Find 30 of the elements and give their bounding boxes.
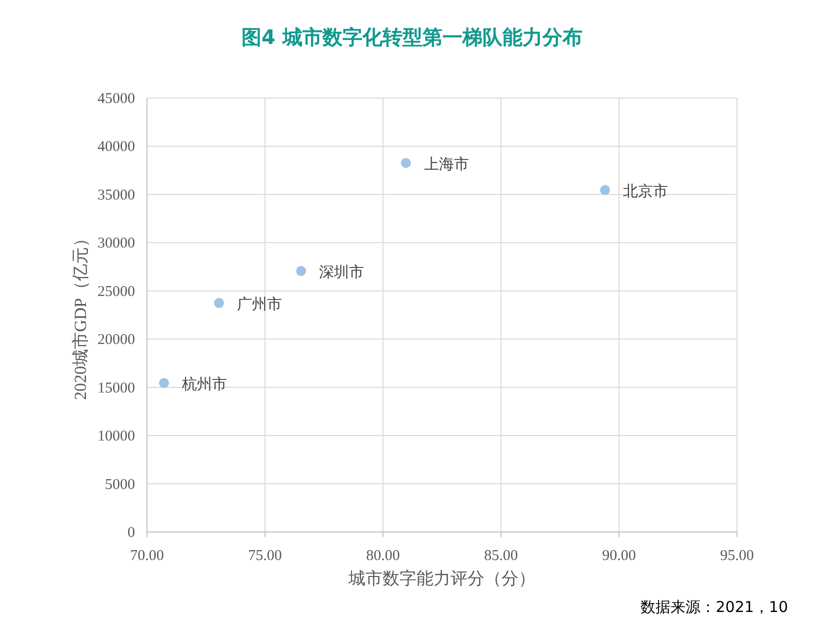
annotation: 杭州市 (180, 374, 227, 393)
y-tick-label: 0 (128, 525, 135, 541)
x-axis-title: 城市数字能力评分（分） (348, 569, 536, 588)
x-tick-label: 75.00 (248, 548, 282, 564)
chart-title: 图4 城市数字化转型第一梯队能力分布 (242, 25, 582, 49)
y-tick-label: 45000 (98, 91, 135, 107)
point (214, 298, 224, 308)
x-tick-label: 95.00 (720, 548, 754, 564)
annotation: 广州市 (236, 295, 282, 314)
source-note: 数据来源：2021，10 (640, 598, 788, 616)
x-tick-label: 70.00 (130, 548, 164, 564)
y-tick-label: 20000 (98, 332, 135, 348)
y-tick-label: 30000 (98, 236, 135, 252)
y-tick-label: 15000 (98, 380, 135, 396)
point (158, 378, 169, 388)
point (400, 158, 411, 168)
y-tick-label: 35000 (98, 187, 135, 204)
annotation: 深圳市 (319, 263, 364, 282)
x-tick-label: 90.00 (602, 548, 636, 564)
y-axis-title: 2020城市GDP（亿元） (71, 230, 90, 400)
y-tick-label: 25000 (98, 284, 135, 300)
y-tick-label: 5000 (105, 476, 135, 493)
annotation: 北京市 (623, 182, 668, 200)
x-tick-label: 80.00 (366, 548, 400, 564)
y-tick-label: 10000 (98, 428, 135, 445)
point (296, 266, 306, 276)
point (600, 185, 610, 196)
y-tick-label: 40000 (98, 139, 135, 156)
annotation: 上海市 (424, 155, 469, 174)
x-tick-label: 85.00 (484, 548, 518, 564)
